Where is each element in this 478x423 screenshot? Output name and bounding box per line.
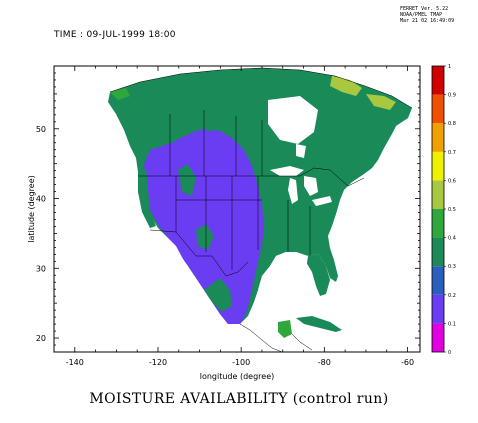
ferret-version: FERRET Ver. 5.22 bbox=[400, 6, 449, 12]
ferret-header: FERRET Ver. 5.22 NOAA/PMEL TMAP Mar 21 0… bbox=[400, 6, 454, 24]
colorbar-label: 0.9 bbox=[448, 93, 456, 99]
region-rockies-green bbox=[178, 164, 196, 196]
ferret-timestamp: Mar 21 02 16:49:09 bbox=[400, 18, 455, 24]
hudson-bay bbox=[268, 96, 318, 144]
time-label: TIME : 09-JUL-1999 18:00 bbox=[54, 30, 176, 40]
colorbar-label: 0.6 bbox=[448, 178, 456, 184]
region-alberta-dry bbox=[176, 128, 208, 150]
lake-huron bbox=[304, 176, 318, 196]
colorbar-swatch bbox=[432, 94, 444, 124]
lake-erie bbox=[312, 196, 332, 206]
james-bay bbox=[296, 144, 306, 158]
gulf-of-mexico bbox=[258, 252, 308, 306]
x-tick-label: -60 bbox=[401, 358, 414, 367]
central-america bbox=[239, 323, 313, 353]
colorbar-label: 0.3 bbox=[448, 264, 456, 270]
colorbar-swatch bbox=[432, 323, 444, 352]
colorbar-label: 0.4 bbox=[448, 236, 456, 242]
region-nw-lightgreen bbox=[110, 88, 130, 100]
y-tick-labels: 20 30 40 50 bbox=[36, 125, 46, 343]
x-tick-label: -80 bbox=[318, 358, 331, 367]
region-ne-lightgreen bbox=[366, 94, 396, 110]
colorbar-label: 0.8 bbox=[448, 121, 456, 127]
colorbar-label: 0.2 bbox=[448, 293, 456, 299]
y-tick-label: 30 bbox=[36, 264, 46, 273]
region-coast-green bbox=[138, 168, 156, 228]
colorbar-swatch bbox=[432, 123, 444, 152]
chart-caption: MOISTURE AVAILABILITY (control run) bbox=[89, 391, 389, 407]
colorbar-label: 1 bbox=[448, 64, 451, 70]
y-axis-label: latitude (degree) bbox=[27, 175, 36, 243]
y-tick-label: 20 bbox=[36, 334, 46, 343]
colorbar-label: 0.5 bbox=[448, 207, 456, 213]
colorbar-label: 0 bbox=[448, 350, 451, 356]
colorbar-swatch bbox=[432, 237, 444, 267]
colorbar-label: 0.7 bbox=[448, 150, 456, 156]
region-north-lightgreen bbox=[330, 76, 362, 96]
ferret-org: NOAA/PMEL TMAP bbox=[400, 12, 443, 18]
y-tick-label: 40 bbox=[36, 195, 46, 204]
land-florida bbox=[306, 254, 330, 296]
land-yucatan bbox=[278, 320, 292, 338]
colorbar-swatch bbox=[432, 151, 444, 181]
x-tick-label: -120 bbox=[149, 358, 167, 367]
colorbar-label: 0.1 bbox=[448, 321, 456, 327]
colorbar-swatch bbox=[432, 209, 444, 238]
colorbar: 0 0.1 0.2 0.3 0.4 0.5 0.6 0.7 0.8 0.9 1 bbox=[431, 64, 456, 356]
gulf-of-california bbox=[170, 240, 196, 290]
political-boundaries bbox=[109, 67, 413, 277]
x-axis-label: longitude (degree) bbox=[200, 372, 275, 381]
y-tick-label: 50 bbox=[36, 125, 46, 134]
lake-superior bbox=[270, 166, 304, 176]
land-cuba bbox=[296, 316, 342, 332]
lake-michigan bbox=[288, 178, 298, 204]
x-tick-labels: -140 -120 -100 -80 -60 bbox=[66, 358, 414, 367]
colorbar-swatch bbox=[432, 266, 444, 295]
map-layer bbox=[108, 67, 413, 353]
region-utah-green bbox=[196, 224, 214, 250]
colorbar-swatch bbox=[432, 180, 444, 209]
region-mexico-green bbox=[204, 278, 232, 312]
axis-ticks bbox=[53, 66, 420, 352]
colorbar-swatch bbox=[432, 294, 444, 324]
x-tick-label: -140 bbox=[66, 358, 84, 367]
x-tick-label: -100 bbox=[232, 358, 250, 367]
colorbar-swatch bbox=[432, 66, 444, 95]
